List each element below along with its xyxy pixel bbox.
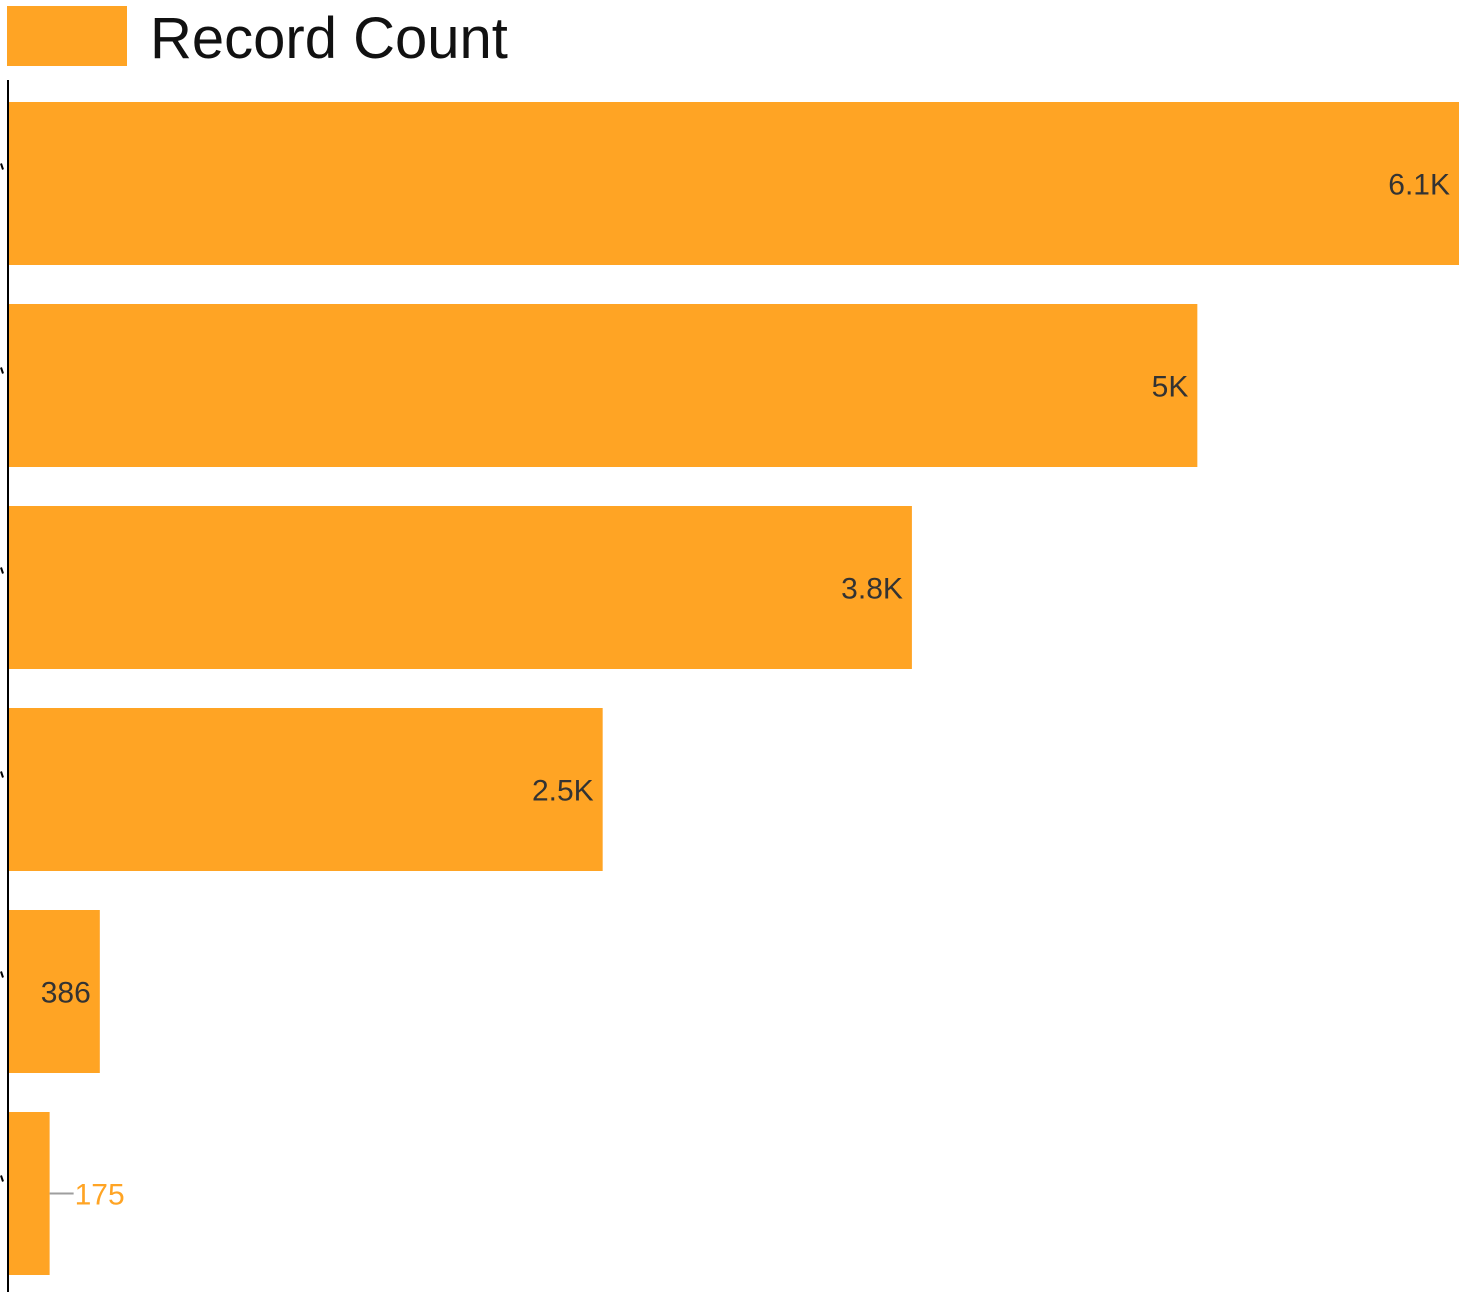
y-tick-1 xyxy=(0,367,4,374)
y-tick-2 xyxy=(0,567,4,574)
bar-value-label-1: 5K xyxy=(1152,371,1189,404)
y-tick-0 xyxy=(0,163,4,170)
y-tick-5 xyxy=(0,1175,4,1182)
bar-value-label-0: 6.1K xyxy=(1388,169,1450,202)
y-axis-ticks xyxy=(0,163,4,1182)
y-tick-4 xyxy=(0,971,4,978)
legend-swatch xyxy=(7,6,127,66)
bar-3[interactable] xyxy=(8,708,603,871)
bar-value-label-4: 386 xyxy=(41,977,91,1010)
bar-value-label-5: 175 xyxy=(75,1179,125,1212)
bar-value-label-2: 3.8K xyxy=(841,573,903,606)
bar-5[interactable] xyxy=(8,1112,50,1275)
bars-group: 6.1K 5K 3.8K 2.5K 386 175 xyxy=(8,102,1459,1275)
bar-0[interactable] xyxy=(8,102,1459,265)
legend-label: Record Count xyxy=(150,6,508,71)
bar-4[interactable] xyxy=(8,910,100,1073)
bar-1[interactable] xyxy=(8,304,1198,467)
bar-2[interactable] xyxy=(8,506,912,669)
bar-value-label-3: 2.5K xyxy=(532,775,594,808)
y-tick-3 xyxy=(0,771,4,778)
legend[interactable]: Record Count xyxy=(7,6,508,71)
